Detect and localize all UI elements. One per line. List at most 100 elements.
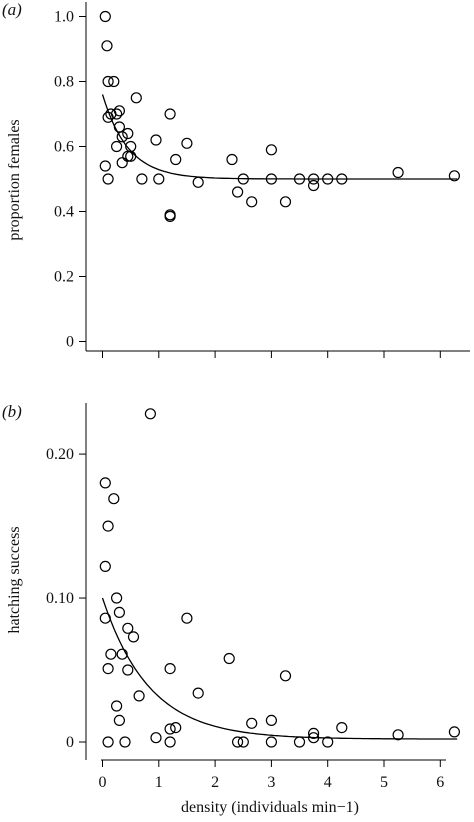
panel-b-x-axis-title: density (individuals min−1) bbox=[181, 799, 359, 816]
panel-a-data-point bbox=[122, 150, 134, 162]
panel-a-data-point bbox=[113, 105, 126, 117]
panel-b-data-point bbox=[237, 736, 249, 748]
panel-a-data-point bbox=[108, 75, 120, 88]
panel-b-data-point bbox=[116, 648, 128, 660]
panel-a-data-point bbox=[226, 153, 238, 166]
panel-a-data-point bbox=[246, 196, 258, 208]
panel-a: (a) proportion females 0 0.2 0.4 0.6 0.8 1.0 bbox=[2, 0, 470, 358]
panel-a-data-point bbox=[192, 176, 204, 188]
panel-a-data-point bbox=[136, 173, 148, 185]
panel-b-data-point bbox=[127, 631, 140, 643]
panel-b-data-point bbox=[102, 662, 114, 675]
panel-a-data-point bbox=[113, 121, 126, 133]
panel-a-data-point bbox=[125, 150, 137, 162]
panel-a-data-point bbox=[101, 40, 113, 52]
panel-b-data-point bbox=[265, 714, 277, 727]
panel-a-x-ticks bbox=[102, 351, 441, 358]
panel-b-data-point bbox=[99, 477, 111, 489]
panel-a-data-point bbox=[336, 173, 348, 185]
panel-b-data-point bbox=[133, 690, 145, 702]
panel-a-data-point bbox=[293, 173, 306, 185]
panel-b-data-point bbox=[336, 721, 348, 734]
panel-b-data-point bbox=[122, 664, 134, 676]
panel-b-x-tick-label: 3 bbox=[267, 774, 275, 791]
panel-a-data-point bbox=[110, 140, 123, 153]
panel-a-y-tick-label: 0.2 bbox=[54, 269, 74, 286]
panel-a-data-point bbox=[322, 173, 334, 185]
panel-a-label: (a) bbox=[2, 0, 22, 19]
panel-b-data-point bbox=[265, 736, 277, 748]
panel-b-y-tick-label: 0.10 bbox=[46, 590, 74, 607]
panel-b-data-point bbox=[308, 732, 320, 744]
panel-b-data-point bbox=[110, 592, 123, 604]
panel-b-data-point bbox=[105, 648, 117, 660]
panel-b-data-point bbox=[170, 721, 182, 734]
panel-a-y-axis-title: proportion females bbox=[6, 119, 23, 240]
panel-b-data-point bbox=[293, 736, 306, 748]
panel-b-data-point bbox=[232, 736, 244, 748]
panel-b-data-point bbox=[164, 662, 176, 675]
panel-b-data-point bbox=[164, 723, 176, 735]
panel-b-x-tick-label: 1 bbox=[155, 774, 163, 791]
panel-b-points bbox=[99, 408, 460, 748]
panel-a-y-tick-label: 0.6 bbox=[54, 139, 74, 156]
panel-b-label: (b) bbox=[2, 402, 22, 421]
panel-a-y-tick-label: 0.8 bbox=[54, 74, 74, 91]
panel-b-x-tick-label: 6 bbox=[436, 774, 444, 791]
panel-a-data-point bbox=[237, 173, 249, 185]
panel-a-data-point bbox=[308, 179, 320, 192]
panel-a-data-point bbox=[279, 196, 292, 208]
panel-b-data-point bbox=[192, 687, 204, 699]
panel-b-y-tick-label: 0.20 bbox=[46, 446, 74, 463]
panel-b-data-point bbox=[110, 700, 123, 712]
panel-b-x-tick-label: 4 bbox=[324, 774, 332, 791]
panel-a-y-ticks: 0 0.2 0.4 0.6 0.8 1.0 bbox=[54, 9, 86, 351]
panel-b-data-point bbox=[144, 408, 156, 420]
panel-a-data-point bbox=[170, 153, 182, 166]
panel-b-data-point bbox=[102, 736, 114, 748]
panel-a-data-point bbox=[392, 166, 404, 179]
panel-b-data-point bbox=[99, 560, 111, 573]
panel-a-data-point bbox=[308, 173, 320, 185]
panel-b-data-point bbox=[164, 736, 176, 748]
panel-b-y-tick-label: 0 bbox=[66, 734, 74, 751]
panel-b-data-point bbox=[448, 726, 460, 738]
panel-a-data-point bbox=[164, 210, 176, 222]
panel-a-data-point bbox=[153, 173, 165, 185]
panel-a-points bbox=[99, 10, 460, 222]
panel-a-data-point bbox=[102, 75, 114, 88]
panel-b-data-point bbox=[102, 520, 114, 532]
panel-a-data-point bbox=[181, 137, 193, 149]
panel-a-fit-curve bbox=[101, 94, 458, 180]
panel-a-data-point bbox=[448, 170, 460, 182]
panel-b-data-point bbox=[113, 714, 126, 727]
panel-a-data-point bbox=[102, 173, 114, 185]
panel-a-data-point bbox=[99, 160, 111, 172]
panel-b-data-point bbox=[119, 736, 131, 748]
panel-a-data-point bbox=[265, 144, 277, 156]
panel-b-data-point bbox=[113, 606, 126, 619]
panel-a-data-point bbox=[164, 108, 176, 120]
panel-a-data-point bbox=[130, 92, 142, 104]
panel-a-data-point bbox=[122, 127, 134, 140]
panel-b-y-axis-title: hatching success bbox=[6, 526, 23, 633]
panel-a-data-point bbox=[99, 10, 111, 23]
panel-b-data-point bbox=[246, 717, 258, 729]
panel-b-x-ticks: 0 1 2 3 4 5 6 bbox=[99, 760, 444, 791]
panel-b-data-point bbox=[308, 727, 320, 740]
panel-b-data-point bbox=[279, 670, 292, 682]
panel-a-y-tick-label: 0 bbox=[66, 334, 74, 351]
panel-b-x-tick-label: 5 bbox=[380, 774, 388, 791]
panel-b-data-point bbox=[392, 729, 404, 741]
panel-a-data-point bbox=[110, 108, 123, 120]
panel-b: (b) hatching success 0 0.10 0.20 0 1 2 3 4 5 6 d… bbox=[2, 402, 460, 816]
panel-b-data-point bbox=[150, 732, 162, 744]
panel-b-data-point bbox=[322, 736, 334, 748]
panel-a-data-point bbox=[232, 186, 244, 198]
panel-a-data-point bbox=[265, 173, 277, 185]
panel-b-data-point bbox=[181, 612, 193, 624]
panel-b-fit-curve bbox=[101, 597, 458, 740]
panel-a-data-point bbox=[116, 157, 128, 169]
panel-a-data-point bbox=[116, 131, 128, 143]
